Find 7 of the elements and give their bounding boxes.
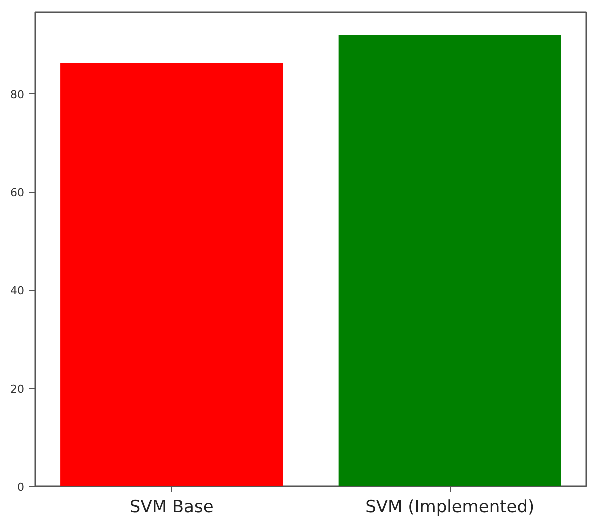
y-tick-label: 40: [10, 284, 25, 298]
y-tick-label: 80: [10, 88, 25, 102]
x-tick-label: SVM (Implemented): [366, 498, 535, 518]
x-tick-label: SVM Base: [130, 498, 214, 518]
y-tick-label: 20: [10, 382, 25, 396]
y-tick-label: 0: [18, 481, 24, 494]
y-tick-label: 60: [10, 186, 25, 200]
